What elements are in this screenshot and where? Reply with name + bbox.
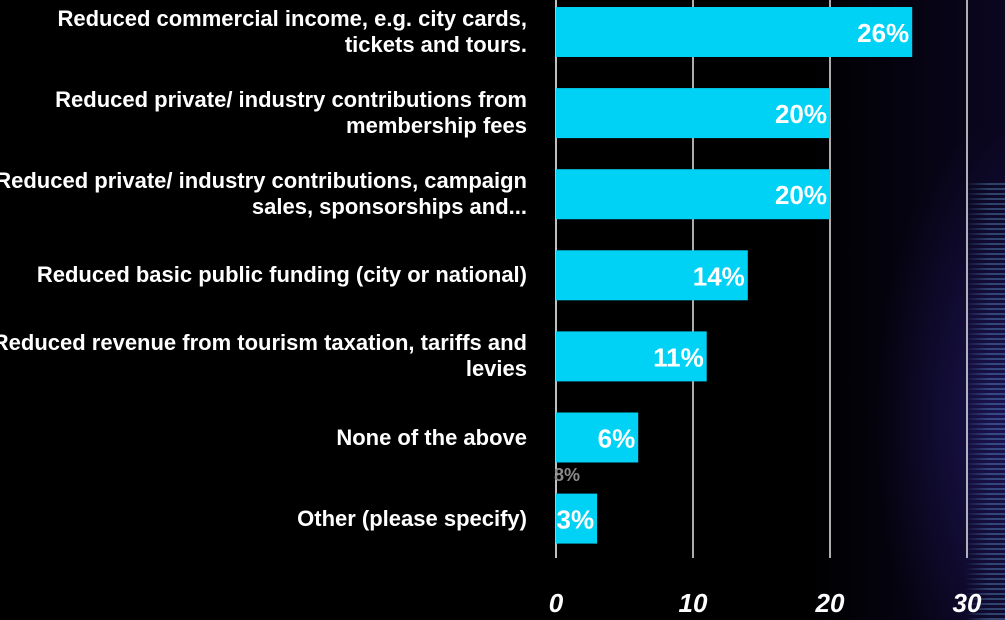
bar bbox=[556, 331, 707, 382]
bar bbox=[556, 412, 639, 463]
category-label: Reduced basic public funding (city or na… bbox=[36, 262, 527, 288]
data-label: 26% bbox=[857, 18, 909, 48]
x-tick-label: 0 bbox=[549, 588, 564, 618]
category-label: None of the above bbox=[336, 424, 527, 450]
bar bbox=[556, 169, 830, 220]
faint-annotation: 8% bbox=[554, 465, 580, 485]
category-label: Reduced commercial income, e.g. city car… bbox=[57, 6, 527, 57]
data-labels: 26% 20% 20% 14% 11% 6% 3% 8% bbox=[554, 18, 909, 535]
data-label: 6% bbox=[598, 424, 636, 454]
x-tick-label: 30 bbox=[953, 588, 982, 618]
data-label: 3% bbox=[557, 505, 595, 535]
bar bbox=[556, 7, 913, 57]
data-label: 14% bbox=[693, 261, 745, 291]
bar bbox=[556, 250, 748, 301]
category-label: Reduced revenue from tourism taxation, t… bbox=[0, 330, 527, 382]
x-tick-label: 20 bbox=[815, 588, 845, 618]
category-label: Other (please specify) bbox=[297, 505, 527, 531]
x-tick-label: 10 bbox=[679, 588, 708, 618]
category-label: Reduced private/ industry contributions … bbox=[55, 87, 527, 139]
bar bbox=[556, 88, 830, 139]
bar bbox=[556, 493, 598, 544]
data-label: 11% bbox=[653, 342, 704, 372]
data-label: 20% bbox=[775, 180, 827, 210]
x-axis-ticks: 0 10 20 30 bbox=[549, 588, 982, 618]
bars bbox=[556, 7, 913, 544]
data-label: 20% bbox=[775, 99, 827, 129]
background-decoration bbox=[965, 180, 1005, 620]
category-label: Reduced private/ industry contributions,… bbox=[0, 168, 527, 220]
